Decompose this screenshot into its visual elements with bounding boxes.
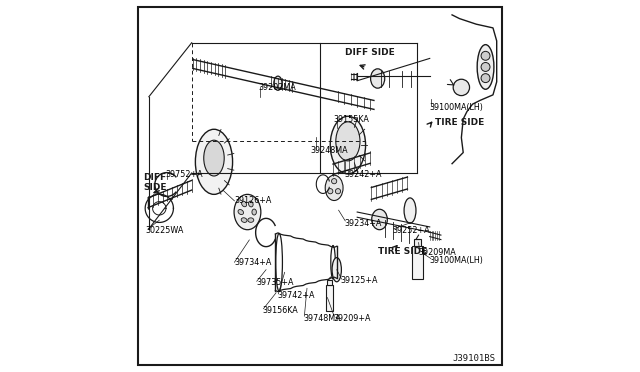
Text: 39156KA: 39156KA: [262, 306, 298, 315]
Ellipse shape: [404, 198, 416, 223]
Circle shape: [328, 189, 333, 194]
Bar: [414, 239, 421, 246]
Text: 39125+A: 39125+A: [340, 276, 378, 285]
Ellipse shape: [241, 201, 246, 207]
Text: 39734+A: 39734+A: [234, 258, 272, 267]
Text: 39248MA: 39248MA: [310, 146, 348, 155]
Text: 39748MA: 39748MA: [303, 314, 341, 323]
Ellipse shape: [204, 140, 224, 176]
Ellipse shape: [252, 209, 257, 215]
Text: 39752+A: 39752+A: [166, 170, 204, 179]
Text: TIRE SIDE: TIRE SIDE: [435, 118, 484, 126]
Ellipse shape: [477, 45, 494, 89]
Text: 39155KA: 39155KA: [333, 115, 369, 124]
Circle shape: [481, 74, 490, 83]
Ellipse shape: [195, 129, 232, 195]
Text: 39100MA(LH): 39100MA(LH): [429, 256, 484, 265]
Text: J39101BS: J39101BS: [452, 354, 495, 363]
Ellipse shape: [371, 69, 385, 88]
Circle shape: [481, 62, 490, 71]
Ellipse shape: [234, 195, 261, 230]
Circle shape: [453, 79, 470, 96]
Text: 39126+A: 39126+A: [234, 196, 272, 205]
Text: 30225WA: 30225WA: [145, 226, 184, 235]
Bar: [412, 246, 422, 279]
Text: 39100MA(LH): 39100MA(LH): [429, 103, 484, 112]
Text: 39252+A: 39252+A: [392, 226, 430, 235]
Text: 39202MA: 39202MA: [259, 83, 296, 92]
Text: 39242+A: 39242+A: [344, 170, 381, 179]
Ellipse shape: [330, 116, 365, 174]
Text: 39234+A: 39234+A: [344, 219, 381, 228]
Text: TIRE SIDE: TIRE SIDE: [378, 247, 427, 256]
Bar: [326, 280, 332, 285]
Text: 39209+A: 39209+A: [333, 314, 371, 323]
Text: DIFF
SIDE: DIFF SIDE: [143, 173, 167, 192]
Ellipse shape: [325, 175, 343, 201]
Ellipse shape: [241, 218, 247, 222]
Circle shape: [332, 179, 337, 184]
Ellipse shape: [238, 209, 243, 215]
Ellipse shape: [336, 122, 360, 161]
Ellipse shape: [248, 218, 254, 222]
Text: 39209MA: 39209MA: [419, 248, 456, 257]
Circle shape: [481, 51, 490, 60]
Circle shape: [335, 189, 340, 194]
Text: 39735+A: 39735+A: [257, 278, 294, 287]
Ellipse shape: [274, 76, 282, 90]
Text: DIFF SIDE: DIFF SIDE: [346, 48, 395, 57]
Ellipse shape: [332, 257, 341, 282]
Bar: [326, 285, 333, 311]
Ellipse shape: [248, 201, 253, 207]
Text: 39742+A: 39742+A: [277, 291, 315, 300]
Ellipse shape: [372, 209, 387, 230]
